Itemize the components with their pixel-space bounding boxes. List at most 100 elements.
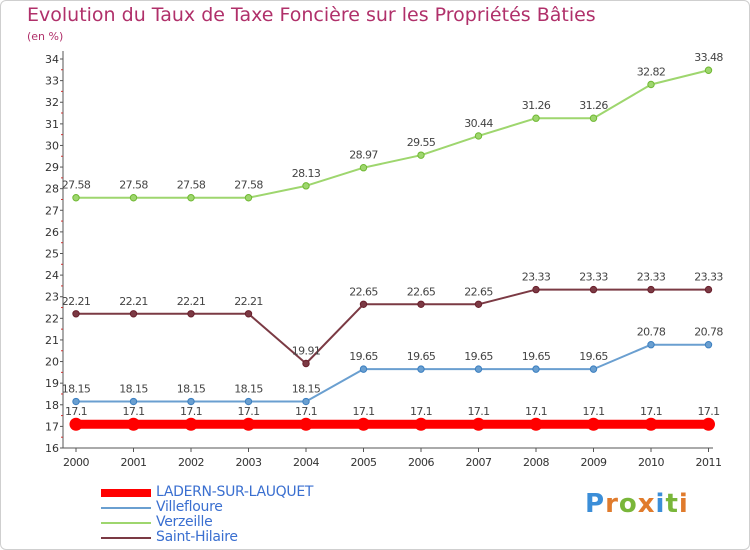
series-line	[75, 69, 710, 199]
data-label: 17.1	[410, 405, 432, 418]
data-label: 31.26	[522, 99, 551, 112]
data-point	[417, 365, 425, 373]
data-point	[474, 132, 483, 140]
data-label: 17.1	[467, 405, 489, 418]
data-label: 27.58	[119, 179, 148, 192]
data-label: 17.1	[352, 405, 374, 418]
y-tick-label: 34	[45, 53, 59, 66]
data-point	[529, 417, 543, 431]
y-tick-label: 17	[45, 420, 59, 433]
data-point	[359, 300, 368, 308]
y-tick-label: 30	[45, 139, 59, 152]
data-label: 23.33	[579, 271, 608, 284]
chart-title: Evolution du Taux de Taxe Foncière sur l…	[27, 4, 596, 26]
y-tick-label: 31	[45, 118, 59, 131]
y-tick-label: 22	[45, 312, 59, 325]
data-point	[299, 417, 313, 431]
y-tick-label: 24	[45, 269, 59, 282]
data-label: 22.65	[407, 285, 436, 298]
series-line	[75, 288, 710, 365]
data-label: 17.1	[122, 405, 144, 418]
data-point	[472, 417, 485, 431]
legend-swatch	[101, 506, 151, 509]
data-label: 22.65	[464, 285, 493, 298]
data-point	[704, 285, 713, 294]
y-tick-label: 32	[45, 96, 59, 109]
data-label: 27.58	[177, 179, 206, 192]
data-point	[69, 417, 83, 431]
data-label: 19.65	[407, 350, 436, 363]
data-point	[702, 417, 715, 431]
data-label: 28.13	[292, 167, 321, 180]
data-point	[589, 285, 598, 294]
data-point	[359, 365, 368, 373]
data-label: 27.58	[62, 179, 91, 192]
data-point	[532, 114, 540, 122]
data-point	[302, 182, 310, 190]
x-tick-label: 2002	[178, 456, 204, 469]
data-point	[414, 417, 428, 431]
y-tick-label: 19	[45, 377, 59, 390]
data-label: 22.65	[349, 285, 378, 298]
data-point	[532, 285, 540, 294]
x-tick-label: 2004	[293, 456, 319, 469]
data-label: 22.21	[234, 295, 263, 308]
data-label: 27.58	[234, 179, 263, 192]
legend-swatch	[101, 521, 151, 524]
data-point	[589, 114, 598, 122]
data-label: 29.55	[407, 136, 436, 149]
y-tick-label: 20	[45, 356, 59, 369]
logo-letter: t	[665, 489, 679, 519]
x-tick-label: 2009	[581, 456, 607, 469]
y-tick-label: 18	[45, 399, 59, 412]
x-tick-label: 2005	[351, 456, 377, 469]
y-tick-label: 21	[45, 334, 59, 347]
data-label: 23.33	[694, 271, 723, 284]
data-label: 17.1	[640, 405, 662, 418]
data-label: 19.65	[522, 350, 551, 363]
x-tick-label: 2011	[696, 456, 722, 469]
data-point	[647, 340, 655, 349]
data-point	[417, 300, 425, 308]
data-label: 32.82	[637, 66, 666, 79]
y-tick-label: 27	[45, 204, 59, 217]
data-point	[302, 397, 310, 406]
series-line	[75, 343, 710, 403]
logo-letter: x	[637, 489, 656, 519]
y-tick-label: 29	[45, 161, 59, 174]
legend: LADERN-SUR-LAUQUET Villefloure Verzeille Sa…	[101, 485, 313, 545]
data-label: 22.21	[177, 295, 206, 308]
data-label: 17.1	[697, 405, 719, 418]
data-point	[129, 397, 138, 406]
data-point	[187, 310, 195, 318]
data-point	[129, 310, 138, 318]
legend-label: Verzeille	[156, 514, 213, 530]
data-point	[72, 397, 80, 406]
data-label: 17.1	[65, 405, 87, 418]
data-label: 20.78	[694, 326, 723, 339]
data-label: 19.65	[349, 350, 378, 363]
data-label: 18.15	[177, 383, 206, 396]
data-point	[532, 365, 540, 373]
x-tick-label: 2003	[236, 456, 262, 469]
y-tick-label: 33	[45, 75, 59, 88]
x-tick-label: 2000	[63, 456, 89, 469]
data-label: 19.91	[292, 345, 321, 358]
data-label: 33.48	[694, 51, 723, 64]
data-point	[417, 151, 425, 159]
data-label: 28.97	[349, 149, 378, 162]
legend-label: Saint-Hilaire	[156, 529, 238, 545]
y-tick-label: 25	[45, 248, 59, 261]
data-label: 18.15	[119, 383, 148, 396]
data-point	[587, 417, 600, 431]
logo-letter: i	[655, 489, 666, 519]
x-tick-label: 2007	[466, 456, 492, 469]
data-point	[187, 397, 195, 406]
y-tick-label: 28	[45, 183, 59, 196]
data-point	[72, 194, 80, 202]
data-point	[359, 164, 368, 172]
legend-swatch	[101, 488, 151, 497]
logo-letter: r	[605, 489, 619, 519]
